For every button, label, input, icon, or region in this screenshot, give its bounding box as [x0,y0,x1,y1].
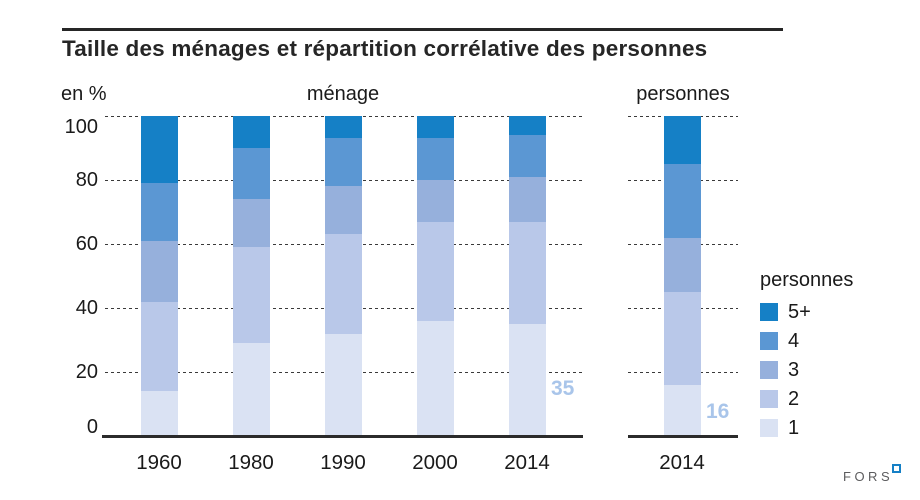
legend-item-5+: 5+ [760,301,910,323]
stacked-bar-personnes-2014 [663,116,701,436]
bar-segment-5+-persons [416,116,454,139]
bar-segment-2-persons [508,221,546,324]
fors-logo: FORS [843,464,901,486]
bar-segment-1-persons [416,320,454,436]
y-axis-unit-label: en % [61,83,107,105]
legend-item-2: 2 [760,388,910,410]
stacked-bar-ménage-1980 [232,116,270,436]
legend: personnes 5+ 4 3 2 1 [760,269,910,448]
bar-segment-4-persons [324,138,362,187]
bar-segment-2-persons [663,291,701,385]
legend-item-3: 3 [760,359,910,381]
x-axis-tick-label: 1990 [320,451,366,474]
bar-segment-4-persons [416,138,454,180]
y-axis-tick-label: 60 [75,233,98,255]
x-axis-tick-label: 1960 [136,451,182,474]
stacked-bar-ménage-1990 [324,116,362,436]
value-annotation-16: 16 [706,400,730,423]
stacked-bar-ménage-2014 [508,116,546,436]
x-axis-tick-label: 2014 [504,451,550,474]
y-axis-tick-label: 20 [75,361,98,383]
bar-segment-5+-persons [232,116,270,148]
legend-swatch-icon [760,419,778,437]
x-axis-tick-label: 2000 [412,451,458,474]
group-header-personnes: personnes [636,83,730,105]
x-axis-tick-label: 2014 [659,451,705,474]
bar-segment-5+-persons [508,116,546,136]
x-axis-baseline [102,435,583,438]
bar-segment-4-persons [663,164,701,238]
bar-segment-1-persons [324,333,362,436]
stacked-bar-ménage-2000 [416,116,454,436]
chart-title: Taille des ménages et répartition corrél… [62,36,708,61]
bar-segment-2-persons [140,301,178,392]
fors-logo-text: FORS [843,469,894,484]
legend-swatch-icon [760,303,778,321]
bar-segment-4-persons [232,148,270,200]
bar-segment-2-persons [232,247,270,344]
fors-logo-square-icon [892,464,901,473]
bar-segment-2-persons [416,221,454,321]
legend-item-1: 1 [760,417,910,439]
legend-swatch-icon [760,332,778,350]
legend-label: 4 [788,330,800,352]
bar-segment-3-persons [416,179,454,222]
y-axis-tick-label: 100 [64,116,98,138]
bar-segment-5+-persons [324,116,362,139]
group-header-menage: ménage [306,83,380,105]
value-annotation-35: 35 [551,377,575,400]
bar-segment-3-persons [324,186,362,235]
y-axis-tick-label: 0 [86,416,98,438]
bar-segment-1-persons [508,323,546,436]
bar-segment-4-persons [140,183,178,241]
bar-segment-5+-persons [663,116,701,164]
bar-segment-5+-persons [140,116,178,184]
title-rule [62,28,783,31]
legend-item-4: 4 [760,330,910,352]
bar-segment-1-persons [663,384,701,436]
legend-label: 2 [788,388,800,410]
bar-segment-3-persons [140,240,178,302]
legend-title: personnes [760,269,854,291]
bar-segment-3-persons [663,237,701,292]
x-axis-tick-label: 1980 [228,451,274,474]
y-axis-tick-label: 80 [75,169,98,191]
bar-segment-1-persons [140,391,178,436]
bar-segment-4-persons [508,135,546,177]
bar-segment-2-persons [324,234,362,334]
bar-segment-1-persons [232,343,270,436]
bar-segment-3-persons [232,199,270,248]
legend-label: 3 [788,359,800,381]
x-axis-baseline [628,435,738,438]
stacked-bar-ménage-1960 [140,116,178,436]
bar-segment-3-persons [508,176,546,222]
legend-swatch-icon [760,390,778,408]
legend-items: 5+ 4 3 2 1 [760,301,910,439]
legend-label: 5+ [788,301,811,323]
legend-label: 1 [788,417,800,439]
legend-swatch-icon [760,361,778,379]
y-axis-tick-label: 40 [75,297,98,319]
